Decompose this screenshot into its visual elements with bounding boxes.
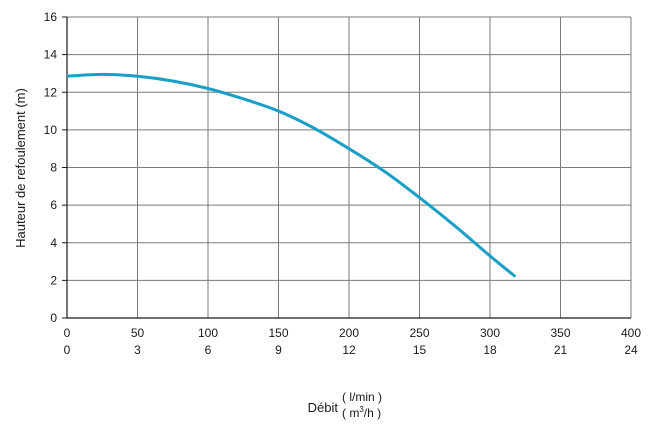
x-tick-label-secondary: 21 xyxy=(554,343,568,357)
x-tick-label: 400 xyxy=(621,326,641,340)
x-tick-label-secondary: 18 xyxy=(483,343,497,357)
grid xyxy=(66,16,632,319)
y-tick-label: 14 xyxy=(44,48,58,62)
x-tick-label-secondary: 15 xyxy=(413,343,427,357)
y-tick-label: 2 xyxy=(50,273,57,287)
y-tick-label: 6 xyxy=(50,198,57,212)
x-tick-label-secondary: 6 xyxy=(205,343,212,357)
x-axis-label: Débit xyxy=(308,400,339,415)
x-tick-labels: 0 50 100 150 200 250 300 350 400 xyxy=(64,326,642,340)
y-axis-label: Hauteur de refoulement (m) xyxy=(13,88,28,248)
x-axis-unit-secondary-prefix: ( m xyxy=(342,406,359,420)
x-tick-label-secondary: 9 xyxy=(275,343,282,357)
x-axis-unit-secondary-sup: 3 xyxy=(359,405,364,414)
y-tick-label: 8 xyxy=(50,161,57,175)
x-tick-labels-secondary: 0 3 6 9 12 15 18 21 24 xyxy=(64,343,638,357)
y-tick-label: 12 xyxy=(44,85,58,99)
x-axis-unit-primary: ( l/min ) xyxy=(342,390,382,404)
x-tick-label: 200 xyxy=(339,326,359,340)
x-tick-label-secondary: 12 xyxy=(342,343,356,357)
x-tick-label: 350 xyxy=(550,326,570,340)
x-tick-label-secondary: 0 xyxy=(64,343,71,357)
y-tick-labels: 0 2 4 6 8 10 12 14 16 xyxy=(44,10,58,325)
x-tick-label-secondary: 24 xyxy=(624,343,638,357)
y-tick-label: 10 xyxy=(44,123,58,137)
y-tick-label: 16 xyxy=(44,10,58,24)
y-tick-label: 0 xyxy=(50,311,57,325)
x-tick-label: 50 xyxy=(131,326,145,340)
x-axis-unit-secondary-suffix: /h ) xyxy=(364,406,381,420)
x-tick-label: 0 xyxy=(64,326,71,340)
x-tick-label: 300 xyxy=(480,326,500,340)
x-tick-label-secondary: 3 xyxy=(134,343,141,357)
x-axis-unit-secondary: ( m3/h ) xyxy=(342,405,381,420)
x-tick-label: 100 xyxy=(198,326,218,340)
x-tick-label: 250 xyxy=(409,326,429,340)
y-tick-label: 4 xyxy=(50,236,57,250)
series-layer xyxy=(66,72,517,278)
axes xyxy=(62,16,631,319)
pump-curve-line xyxy=(66,72,517,278)
x-tick-label: 150 xyxy=(268,326,288,340)
